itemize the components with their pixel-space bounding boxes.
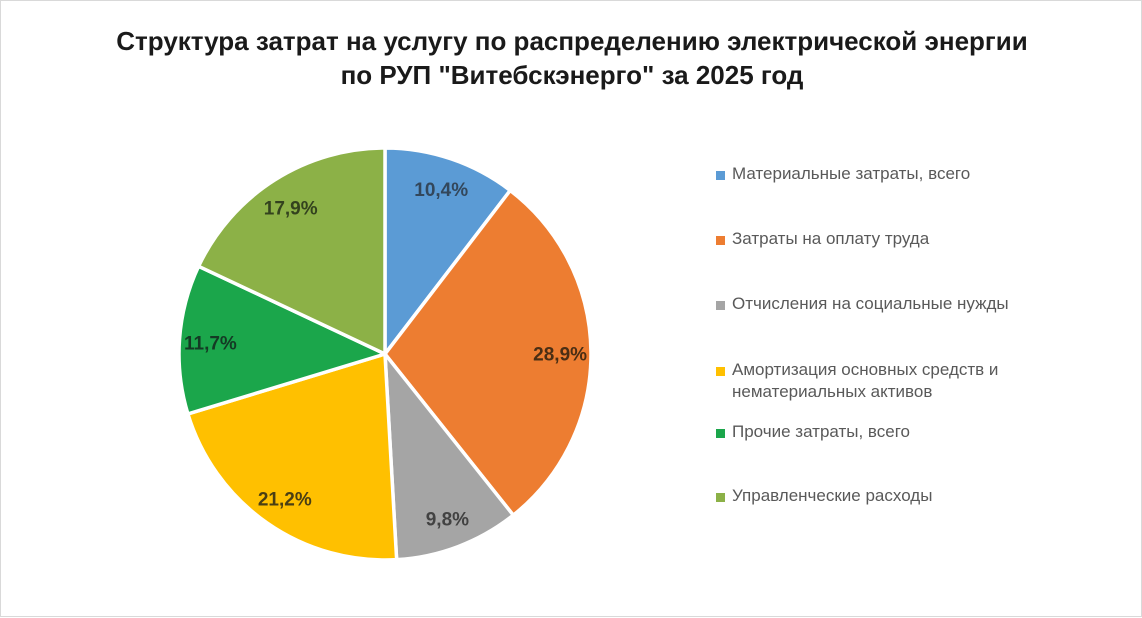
svg-text:21,2%: 21,2% bbox=[258, 490, 312, 511]
svg-text:11,7%: 11,7% bbox=[184, 333, 237, 354]
svg-text:9,8%: 9,8% bbox=[426, 510, 469, 531]
svg-text:17,9%: 17,9% bbox=[264, 199, 318, 220]
svg-text:10,4%: 10,4% bbox=[414, 180, 468, 201]
svg-text:28,9%: 28,9% bbox=[533, 344, 587, 365]
